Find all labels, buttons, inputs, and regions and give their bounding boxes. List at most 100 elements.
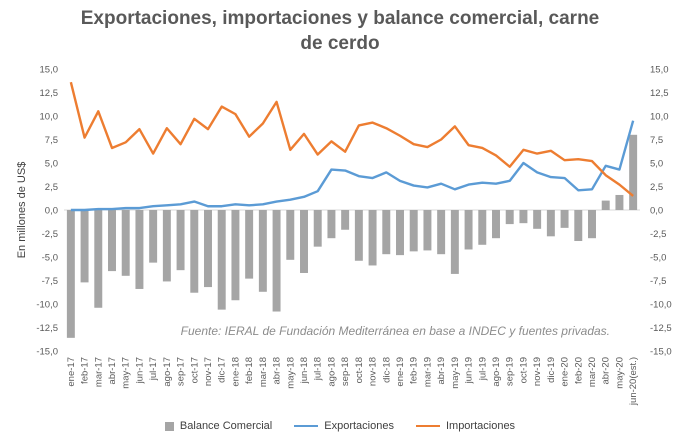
x-tick-label: nov-17 [203,357,214,386]
bar-balance-comercial [286,210,295,260]
x-tick-label: may-17 [121,357,132,389]
x-tick-label: abr-19 [436,357,447,384]
legend-label-balance: Balance Comercial [179,420,273,432]
bar-balance-comercial [615,194,624,210]
x-tick-label: jul-18 [313,357,324,381]
x-tick-label: ene-18 [230,357,241,387]
legend-swatch-balance [164,421,174,431]
x-tick-label: sep-18 [340,357,351,386]
bar-balance-comercial [272,210,281,312]
bar-balance-comercial [327,210,336,239]
x-tick-label: dic-17 [217,357,228,383]
y-tick-label-right: 2,5 [650,182,663,193]
bar-balance-comercial [176,210,185,271]
bar-balance-comercial [519,210,528,224]
y-tick-label-left: 12,5 [40,88,59,99]
y-tick-label-left: -10,0 [36,300,58,311]
bar-balance-comercial [464,210,473,250]
bar-balance-comercial [162,210,171,282]
x-tick-label: abr-18 [272,357,283,384]
chart-title: Exportaciones, importaciones y balance c… [0,6,680,56]
y-tick-label-right: 12,5 [650,88,669,99]
x-tick-label: jul-19 [477,357,488,381]
legend-item-importaciones: Importaciones [415,420,516,432]
y-tick-label-right: -2,5 [650,229,666,240]
bar-balance-comercial [560,210,569,228]
y-tick-label-left: 5,0 [45,159,58,170]
chart-legend: Balance Comercial Exportaciones Importac… [0,418,680,434]
x-tick-label: feb-17 [80,357,91,384]
x-tick-label: oct-17 [189,357,200,383]
bar-balance-comercial [300,210,308,273]
legend-swatch-exportaciones [294,425,319,427]
y-tick-label-right: 7,5 [650,135,663,146]
x-tick-label: may-20 [614,357,625,389]
bar-balance-comercial [80,210,89,283]
y-axis-label: En millones de US$ [16,162,28,259]
x-tick-label: jun-20(est.) [628,357,639,406]
bar-balance-comercial [588,210,596,239]
x-tick-label: feb-19 [409,357,420,384]
legend-item-exportaciones: Exportaciones [294,420,394,432]
x-tick-label: oct-19 [518,357,529,383]
y-tick-label-left: -12,5 [36,323,58,334]
y-tick-label-right: -5,0 [650,253,666,264]
y-tick-label-left: -15,0 [36,347,58,358]
bar-balance-comercial [313,210,322,247]
y-tick-label-left: 10,0 [40,112,59,123]
x-tick-label: jun-19 [464,357,475,384]
bar-balance-comercial [217,210,226,310]
y-tick-label-right: -12,5 [650,323,672,334]
bar-balance-comercial [382,210,391,255]
y-tick-label-left: -2,5 [42,229,58,240]
bar-balance-comercial [231,210,240,301]
line-exportaciones [70,120,635,212]
legend-item-balance: Balance Comercial [164,420,273,432]
x-tick-label: may-18 [285,357,296,389]
x-tick-label: ago-17 [162,357,173,387]
bar-balance-comercial [121,210,130,276]
y-tick-label-left: 2,5 [45,182,58,193]
y-tick-label-left: 7,5 [45,135,58,146]
bar-balance-comercial [450,210,459,274]
bar-balance-comercial [478,210,487,245]
x-tick-label: may-19 [450,357,461,389]
x-tick-label: mar-19 [422,357,433,387]
bar-balance-comercial [354,210,363,261]
bar-balance-comercial [546,210,555,237]
line-importaciones [69,81,634,197]
bar-balance-comercial [94,210,103,308]
x-tick-label: jul-17 [148,357,159,381]
x-tick-label: nov-19 [532,357,543,386]
bar-balance-comercial [258,210,267,292]
legend-label-importaciones: Importaciones [445,420,516,432]
x-tick-label: jun-18 [299,357,310,384]
bar-balance-comercial [245,210,254,279]
source-annotation: Fuente: IERAL de Fundación Mediterránea … [181,324,610,338]
y-tick-label-right: -10,0 [650,300,672,311]
x-tick-label: sep-17 [176,357,187,386]
legend-swatch-importaciones [415,425,440,427]
x-tick-label: nov-18 [368,357,379,386]
y-tick-label-left: 15,0 [40,65,59,76]
bar-balance-comercial [505,210,514,225]
bar-balance-comercial [437,210,446,255]
bar-balance-comercial [601,200,610,210]
x-tick-label: mar-20 [587,357,598,387]
bar-balance-comercial [368,210,377,266]
x-tick-label: jun-17 [134,357,145,384]
bar-balance-comercial [409,210,418,252]
bar-balance-comercial [533,210,542,229]
bar-balance-comercial [190,210,199,293]
bar-balance-comercial [66,210,75,338]
bar-balance-comercial [396,210,404,256]
x-tick-label: mar-17 [93,357,104,387]
bar-balance-comercial [108,210,116,272]
y-tick-label-right: 5,0 [650,159,663,170]
bar-balance-comercial [341,210,350,230]
bar-balance-comercial [423,210,432,251]
x-tick-label: abr-20 [601,357,612,384]
x-tick-label: oct-18 [354,357,365,383]
y-tick-label-right: -7,5 [650,276,666,287]
